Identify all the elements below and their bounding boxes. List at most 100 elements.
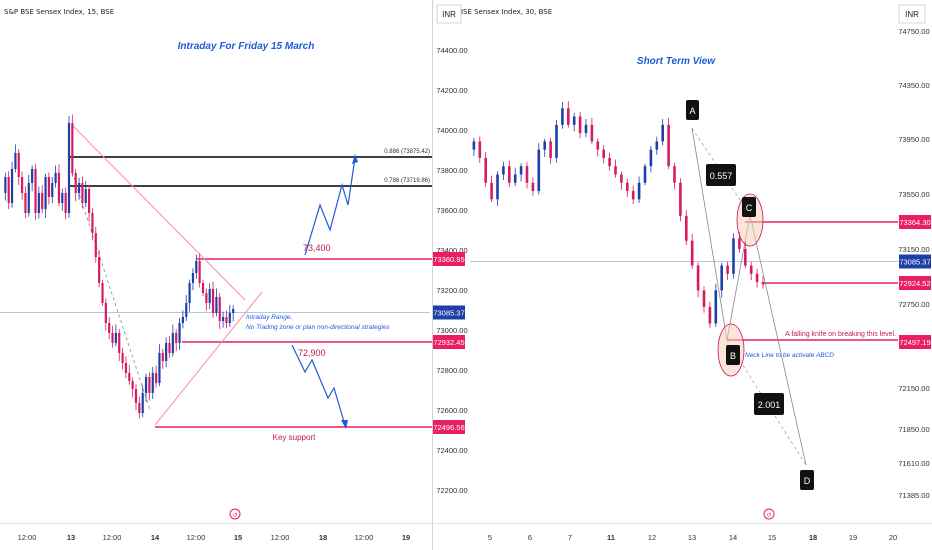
candle-body — [643, 166, 647, 183]
candle-body — [128, 373, 131, 381]
candle-body — [121, 353, 124, 363]
right-price-tick: 71850.00 — [898, 425, 929, 434]
candle-body — [14, 153, 17, 169]
candle-body — [165, 343, 168, 361]
candle-body — [661, 124, 664, 142]
candle-body — [168, 343, 171, 353]
left-price-label: 73360.95 — [433, 255, 464, 264]
left-price-label-box — [433, 252, 465, 266]
right-time-tick: 15 — [768, 533, 776, 542]
candle-body — [649, 149, 653, 167]
candle-body — [17, 153, 20, 177]
candle-body — [181, 317, 184, 323]
candle-body — [74, 173, 77, 193]
candle-body — [608, 157, 611, 167]
candle-body — [67, 123, 71, 213]
key-support-label: Key support — [273, 433, 316, 442]
svg-text:↺: ↺ — [232, 512, 237, 519]
left-time-tick: 19 — [402, 533, 410, 542]
fib-label-0786: 0.786 (73719.86) — [384, 178, 430, 184]
left-price-tick: 72400.00 — [436, 446, 467, 455]
candle-body — [561, 108, 564, 125]
left-heading: Intraday For Friday 15 March — [178, 41, 315, 52]
candle-body — [590, 124, 594, 142]
candle-body — [702, 290, 706, 307]
currency-box-left[interactable] — [436, 4, 462, 24]
candle-body — [171, 333, 174, 353]
left-price-tick: 73400.00 — [436, 246, 467, 255]
candle-body — [685, 215, 688, 241]
candle-body — [185, 303, 188, 317]
candle-body — [513, 174, 517, 183]
candle-body — [51, 183, 54, 197]
candle-body — [490, 182, 493, 200]
candle-body — [114, 333, 117, 343]
right-candles — [472, 100, 765, 329]
candle-body — [124, 363, 128, 373]
candle-body — [175, 333, 178, 343]
left-time-tick: 12:00 — [271, 533, 290, 542]
left-price-label-box — [433, 335, 465, 349]
right-price-label-box — [899, 254, 931, 269]
candle-body — [572, 116, 576, 125]
right-price-label: 73364.30 — [899, 218, 930, 227]
candle-body — [158, 353, 161, 383]
candle-body — [549, 141, 552, 158]
candle-body — [47, 177, 50, 197]
right-chart-panel[interactable]: S&P BSE Sensex Index, 30, BSE INR INR Sh… — [432, 4, 932, 542]
right-time-tick: 18 — [809, 533, 817, 542]
candle-body — [537, 149, 541, 192]
candle-body — [755, 273, 759, 283]
right-price-tick: 71385.00 — [898, 491, 929, 500]
left-price-label: 72932.45 — [433, 338, 464, 347]
candle-body — [178, 323, 181, 343]
candle-body — [620, 174, 623, 183]
right-price-labels: 73364.30 73085.37 72924.52 72497.19 — [899, 215, 931, 349]
candle-body — [144, 377, 148, 393]
candle-body — [567, 108, 570, 125]
candle-body — [118, 333, 121, 353]
point-c-badge — [742, 197, 756, 217]
left-time-tick: 12:00 — [355, 533, 374, 542]
candle-body — [626, 182, 629, 192]
candle-body — [54, 173, 57, 183]
candle-body — [64, 193, 67, 213]
left-time-tick: 14 — [151, 533, 160, 542]
candle-body — [81, 183, 84, 203]
point-d-label: D — [804, 476, 811, 486]
candle-body — [508, 166, 511, 183]
right-price-tick: 72150.00 — [898, 384, 929, 393]
candle-body — [88, 189, 91, 213]
left-time-tick: 18 — [319, 533, 327, 542]
candle-body — [218, 297, 221, 321]
currency-box-right[interactable] — [898, 4, 926, 24]
right-price-tick: 73950.00 — [898, 135, 929, 144]
candle-body — [602, 149, 605, 158]
level-down-label: 72,900 — [298, 348, 326, 358]
candle-body — [37, 193, 40, 213]
left-chart-panel[interactable]: S&P BSE Sensex Index, 15, BSE Intraday F… — [0, 8, 468, 542]
left-price-tick: 73000.00 — [436, 326, 467, 335]
candle-body — [714, 290, 718, 324]
right-price-label: 73085.37 — [899, 258, 930, 267]
candle-body — [34, 169, 37, 213]
right-price-tick: 71610.00 — [898, 459, 929, 468]
candle-body — [584, 124, 588, 134]
triangle-lower-line — [154, 291, 263, 426]
candle-body — [543, 141, 546, 150]
range-note-line2: No Trading zone or plan non-directional … — [246, 324, 390, 331]
candle-body — [101, 283, 104, 303]
candle-body — [10, 169, 14, 203]
candle-body — [27, 183, 30, 213]
candle-body — [673, 166, 676, 183]
candle-body — [228, 313, 231, 323]
candle-body — [502, 166, 505, 175]
currency-left: INR — [442, 10, 456, 19]
left-time-tick: 15 — [234, 533, 242, 542]
candle-body — [4, 177, 7, 193]
candle-body — [7, 177, 10, 203]
candle-body — [555, 124, 558, 158]
left-time-tick: 12:00 — [18, 533, 37, 542]
right-time-tick: 7 — [568, 533, 572, 542]
